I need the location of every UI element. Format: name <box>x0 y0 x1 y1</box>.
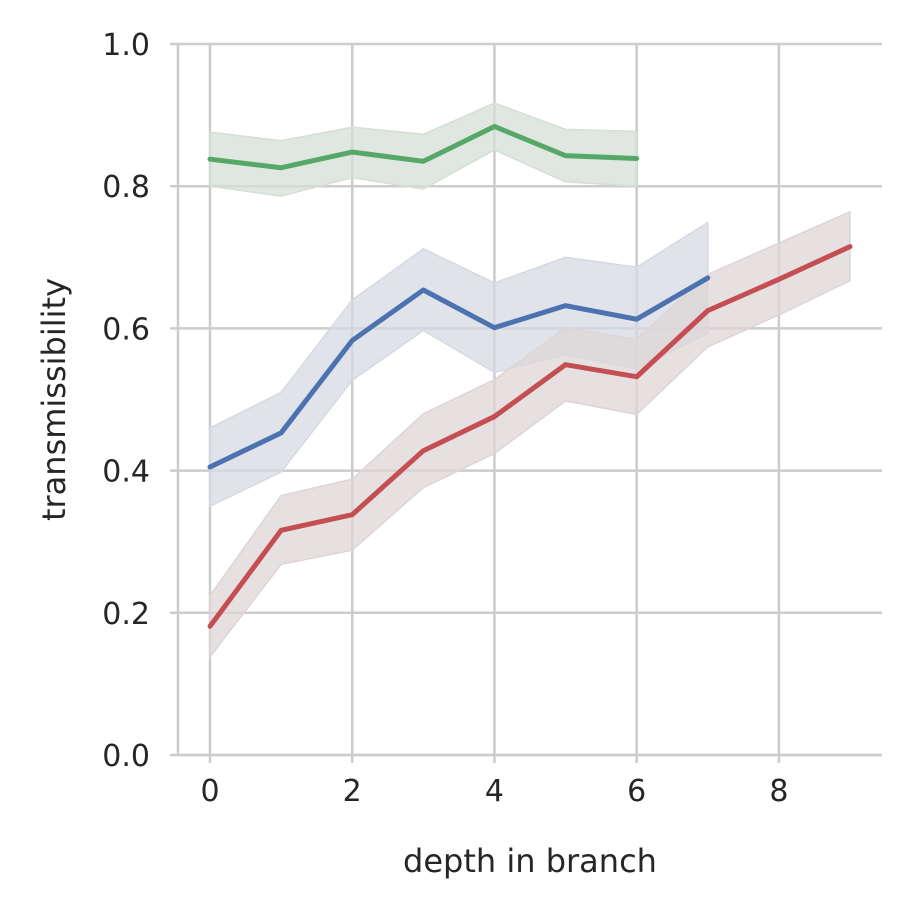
y-tick-label: 0.8 <box>102 170 150 205</box>
y-tick-label: 1.0 <box>102 28 150 63</box>
confidence-bands <box>209 102 851 660</box>
x-tick-label: 4 <box>485 774 504 809</box>
axis-spines <box>176 44 882 757</box>
y-tick-label: 0.6 <box>102 312 150 347</box>
x-tick-label: 0 <box>200 774 219 809</box>
series-2-confidence-band <box>209 210 851 660</box>
y-axis-label: transmissibility <box>35 278 73 521</box>
series-1-line <box>207 275 711 470</box>
x-axis-label: depth in branch <box>403 842 657 880</box>
y-tick-label: 0.2 <box>102 597 150 632</box>
series-2-line <box>207 244 853 629</box>
y-tick-label: 0.4 <box>102 455 150 490</box>
x-tick-label: 2 <box>343 774 362 809</box>
x-tick-label: 6 <box>627 774 646 809</box>
series-0-line <box>207 123 640 171</box>
x-tick-label: 8 <box>769 774 788 809</box>
series-lines <box>207 123 853 629</box>
series-0-confidence-band <box>209 102 638 197</box>
y-tick-label: 0.0 <box>102 739 150 774</box>
axis-ticks: 0.0 0.2 0.4 0.6 0.8 1.0 0 2 4 6 8 <box>102 28 788 809</box>
